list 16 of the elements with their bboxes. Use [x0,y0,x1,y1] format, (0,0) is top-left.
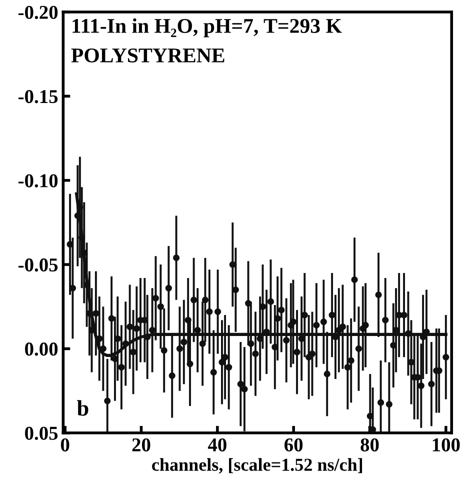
y-tick-label: -0.10 [18,174,58,188]
y-tick-label: 0.05 [25,426,58,440]
x-tick-label: 40 [208,438,226,452]
x-tick-label: 20 [132,438,150,452]
x-axis-title: channels, [scale=1.52 ns/ch] [152,458,362,474]
annotation: b [77,400,88,416]
y-tick-label: 0.00 [25,342,58,356]
text: POLYSTYRENE [71,48,224,62]
x-tick-label: 100 [432,438,460,452]
y-tick-label: -0.05 [18,258,58,272]
x-tick-label: 80 [360,438,379,452]
y-tick-label: -0.20 [18,6,58,20]
chart-title: 111-In in H₂O, pH=7, T=293 K [72,18,342,38]
x-tick-label: 0 [60,438,70,452]
y-tick-label: -0.15 [18,90,58,104]
x-tick-label: 60 [284,438,303,452]
